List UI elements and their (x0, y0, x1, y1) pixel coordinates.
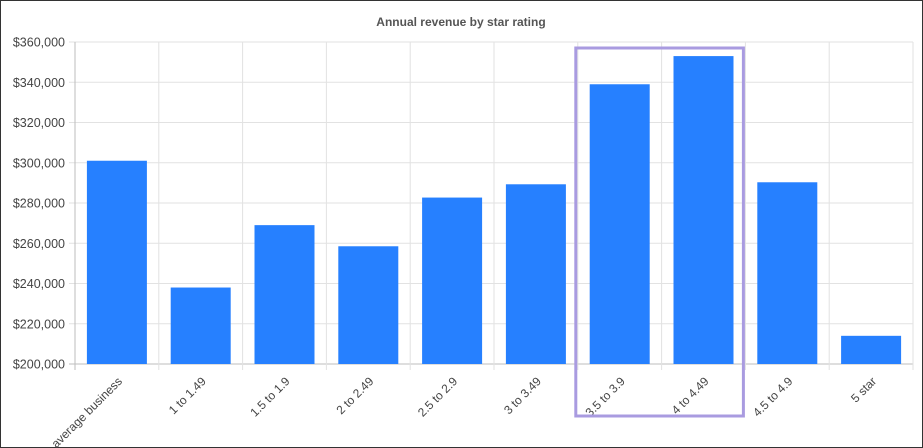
y-tick-label: $240,000 (13, 277, 65, 291)
y-tick-label: $260,000 (13, 237, 65, 251)
x-tick-label: 4 to 4.49 (669, 374, 712, 417)
bar (338, 246, 399, 364)
x-tick-label: 2.5 to 2.9 (415, 374, 461, 420)
x-tick-label: 4.5 to 4.9 (750, 374, 796, 420)
bar (422, 197, 483, 364)
y-tick-label: $340,000 (13, 76, 65, 90)
y-axis-ticks: $200,000 $220,000 $240,000 $260,000 $280,000… (13, 36, 65, 372)
bars (86, 56, 902, 365)
y-tick-label: $300,000 (13, 156, 65, 170)
bar (673, 56, 734, 365)
y-tick-label: $280,000 (13, 197, 65, 211)
bar (170, 287, 231, 364)
x-tick-label: 5 star (848, 374, 879, 405)
bar (86, 160, 147, 364)
x-tick-label: 1.5 to 1.9 (247, 374, 293, 420)
bar (841, 335, 902, 364)
x-tick-label: 3 to 3.49 (501, 374, 544, 417)
x-tick-label: 1 to 1.49 (166, 374, 209, 417)
y-tick-label: $200,000 (13, 358, 65, 372)
highlight-box (574, 46, 745, 418)
bar (254, 225, 315, 364)
chart-title: Annual revenue by star rating (376, 15, 545, 29)
bar (505, 184, 566, 364)
x-axis-ticks: average business 1 to 1.49 1.5 to 1.9 2 to … (49, 374, 880, 448)
bar (589, 84, 650, 364)
y-tick-label: $320,000 (13, 116, 65, 130)
bar (757, 182, 818, 364)
x-tick-label: 3.5 to 3.9 (583, 374, 629, 420)
x-tick-label: average business (49, 374, 125, 448)
y-tick-label: $360,000 (13, 36, 65, 50)
highlight-rectangle (574, 46, 745, 418)
y-tick-label: $220,000 (13, 317, 65, 331)
x-tick-label: 2 to 2.49 (333, 374, 376, 417)
